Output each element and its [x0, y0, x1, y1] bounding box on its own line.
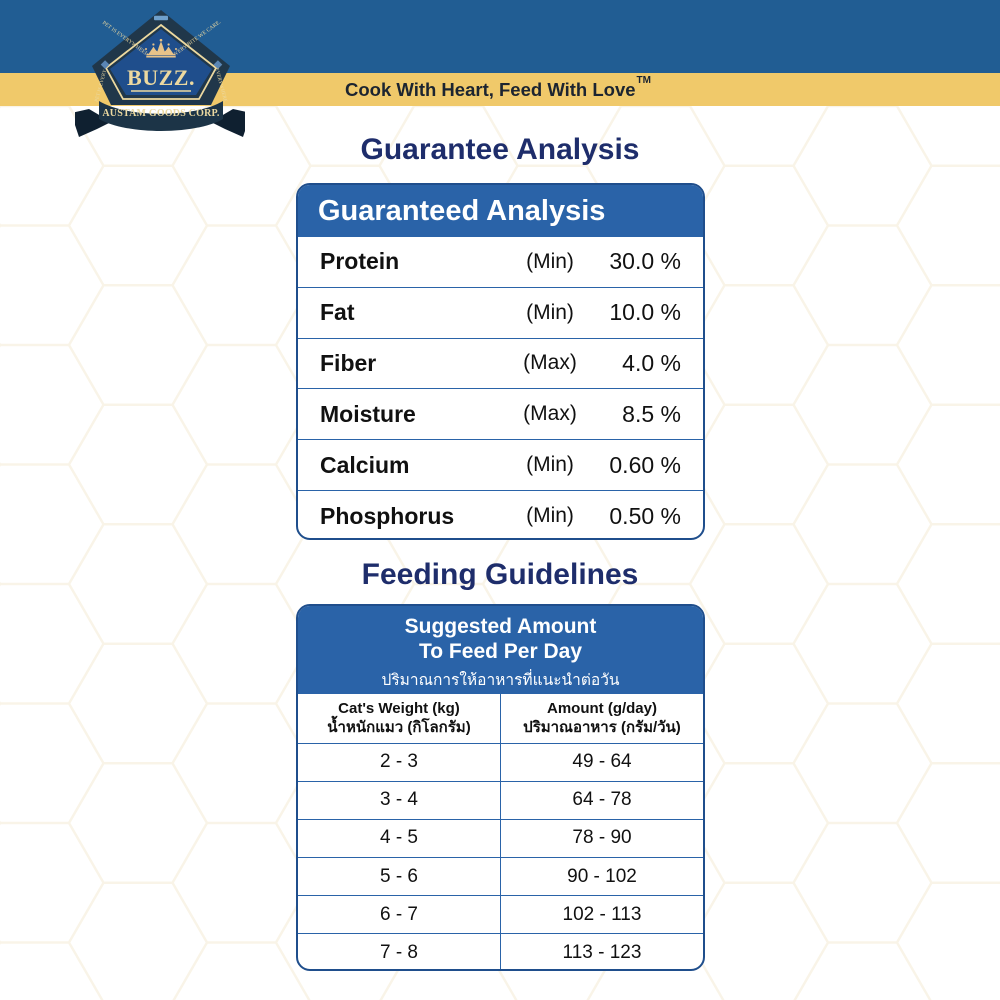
svg-text:AUSTAM GOODS CORP.: AUSTAM GOODS CORP. — [102, 108, 220, 119]
svg-text:BUZZ.: BUZZ. — [127, 65, 195, 90]
